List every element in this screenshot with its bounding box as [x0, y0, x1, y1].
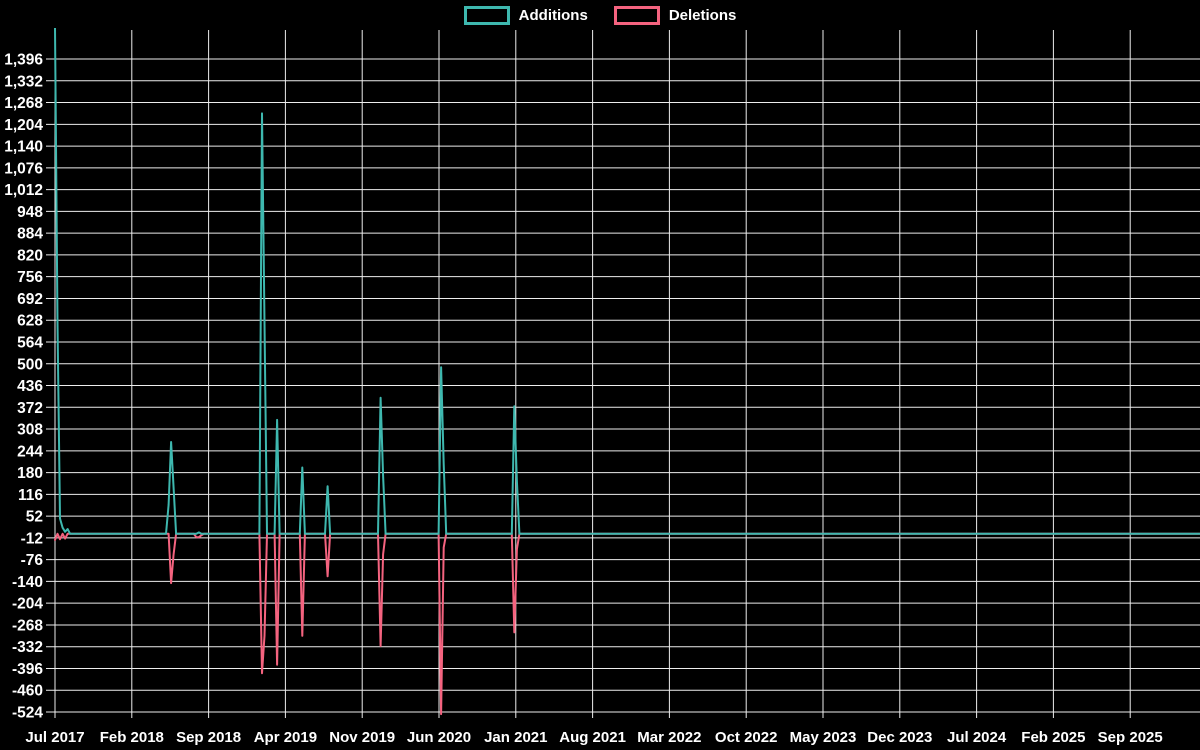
- deletions-swatch-icon: [613, 6, 660, 25]
- x-tick-label: Feb 2025: [1021, 729, 1085, 746]
- x-tick-label: Jul 2024: [947, 729, 1007, 746]
- y-tick-label: 628: [17, 313, 43, 330]
- y-tick-label: 1,268: [4, 95, 43, 112]
- x-tick-label: Feb 2018: [100, 729, 164, 746]
- y-tick-label: 180: [17, 465, 43, 482]
- x-tick-label: Sep 2018: [176, 729, 241, 746]
- x-tick-label: Nov 2019: [329, 729, 395, 746]
- y-tick-label: -460: [12, 683, 43, 700]
- legend-deletions-label: Deletions: [668, 7, 737, 24]
- deletions-line: [54, 532, 1200, 716]
- additions-line: [54, 28, 1200, 535]
- y-tick-label: 372: [17, 400, 43, 417]
- x-tick-label: Apr 2019: [254, 729, 317, 746]
- y-tick-label: -524: [12, 705, 43, 722]
- x-tick-label: Jun 2020: [407, 729, 471, 746]
- y-tick-label: 500: [17, 356, 43, 373]
- y-tick-label: -268: [12, 617, 43, 634]
- y-tick-label: 1,140: [4, 139, 43, 156]
- x-tick-label: Mar 2022: [637, 729, 701, 746]
- y-tick-label: 692: [17, 291, 43, 308]
- y-tick-label: 308: [17, 422, 43, 439]
- x-tick-label: May 2023: [790, 729, 857, 746]
- y-tick-label: -204: [12, 596, 43, 613]
- y-tick-label: 116: [18, 487, 43, 504]
- y-tick-label: -12: [21, 530, 43, 547]
- y-tick-label: -140: [12, 574, 43, 591]
- y-tick-label: 1,076: [4, 160, 43, 177]
- y-tick-label: 756: [17, 269, 43, 286]
- y-tick-label: 1,396: [4, 52, 43, 69]
- y-tick-label: 1,332: [4, 73, 43, 90]
- y-tick-label: 1,204: [4, 117, 43, 134]
- x-tick-label: Sep 2025: [1098, 729, 1163, 746]
- y-tick-label: 948: [17, 204, 43, 221]
- y-tick-label: 1,012: [4, 182, 43, 199]
- y-tick-label: -396: [12, 661, 43, 678]
- y-tick-label: -76: [21, 552, 44, 569]
- chart-legend: Additions Deletions: [0, 6, 1200, 25]
- additions-swatch-icon: [463, 6, 510, 25]
- x-tick-label: Jul 2017: [25, 729, 84, 746]
- y-tick-label: 436: [17, 378, 43, 395]
- legend-item-deletions[interactable]: Deletions: [613, 6, 737, 25]
- x-tick-label: Dec 2023: [867, 729, 932, 746]
- y-tick-label: 564: [17, 334, 43, 351]
- x-tick-label: Oct 2022: [715, 729, 778, 746]
- y-tick-label: 884: [17, 226, 43, 243]
- legend-item-additions[interactable]: Additions: [463, 6, 588, 25]
- y-tick-label: 52: [26, 509, 43, 526]
- y-tick-label: 820: [17, 247, 43, 264]
- x-tick-label: Aug 2021: [559, 729, 626, 746]
- y-tick-label: 244: [17, 443, 43, 460]
- x-tick-label: Jan 2021: [484, 729, 547, 746]
- legend-additions-label: Additions: [518, 7, 588, 24]
- y-tick-label: -332: [12, 639, 43, 656]
